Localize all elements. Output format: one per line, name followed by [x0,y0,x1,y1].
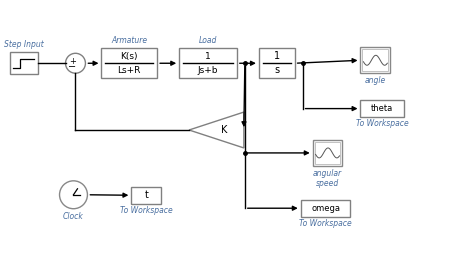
Text: K(s): K(s) [120,52,138,61]
Text: K: K [221,125,228,135]
Text: angle: angle [365,76,386,85]
Text: −: − [68,62,76,72]
Text: Load: Load [199,36,217,45]
Circle shape [60,181,87,209]
Text: Js+b: Js+b [198,66,218,75]
Text: 1: 1 [273,51,280,61]
Bar [10,52,37,74]
Bar [101,48,157,78]
Text: +: + [69,57,76,66]
Polygon shape [189,112,244,148]
Text: Clock: Clock [63,212,84,221]
Text: omega: omega [311,204,340,213]
Text: Armature: Armature [111,36,147,45]
Bar [363,49,388,71]
Bar [312,140,343,166]
Bar [301,200,350,217]
Text: 1: 1 [205,52,211,61]
Text: To Workspace: To Workspace [356,119,409,128]
Text: Ls+R: Ls+R [118,66,141,75]
Bar [360,47,390,73]
Text: To Workspace: To Workspace [120,206,173,215]
Bar [179,48,237,78]
Text: To Workspace: To Workspace [299,219,352,228]
Bar [259,48,295,78]
Text: Step Input: Step Input [4,40,44,49]
Text: theta: theta [371,104,393,113]
Text: angular
speed: angular speed [313,169,342,188]
Text: s: s [274,65,279,75]
Bar [315,142,340,164]
Bar [131,187,161,204]
Bar [360,100,404,117]
Circle shape [65,53,85,73]
Text: t: t [144,190,148,200]
